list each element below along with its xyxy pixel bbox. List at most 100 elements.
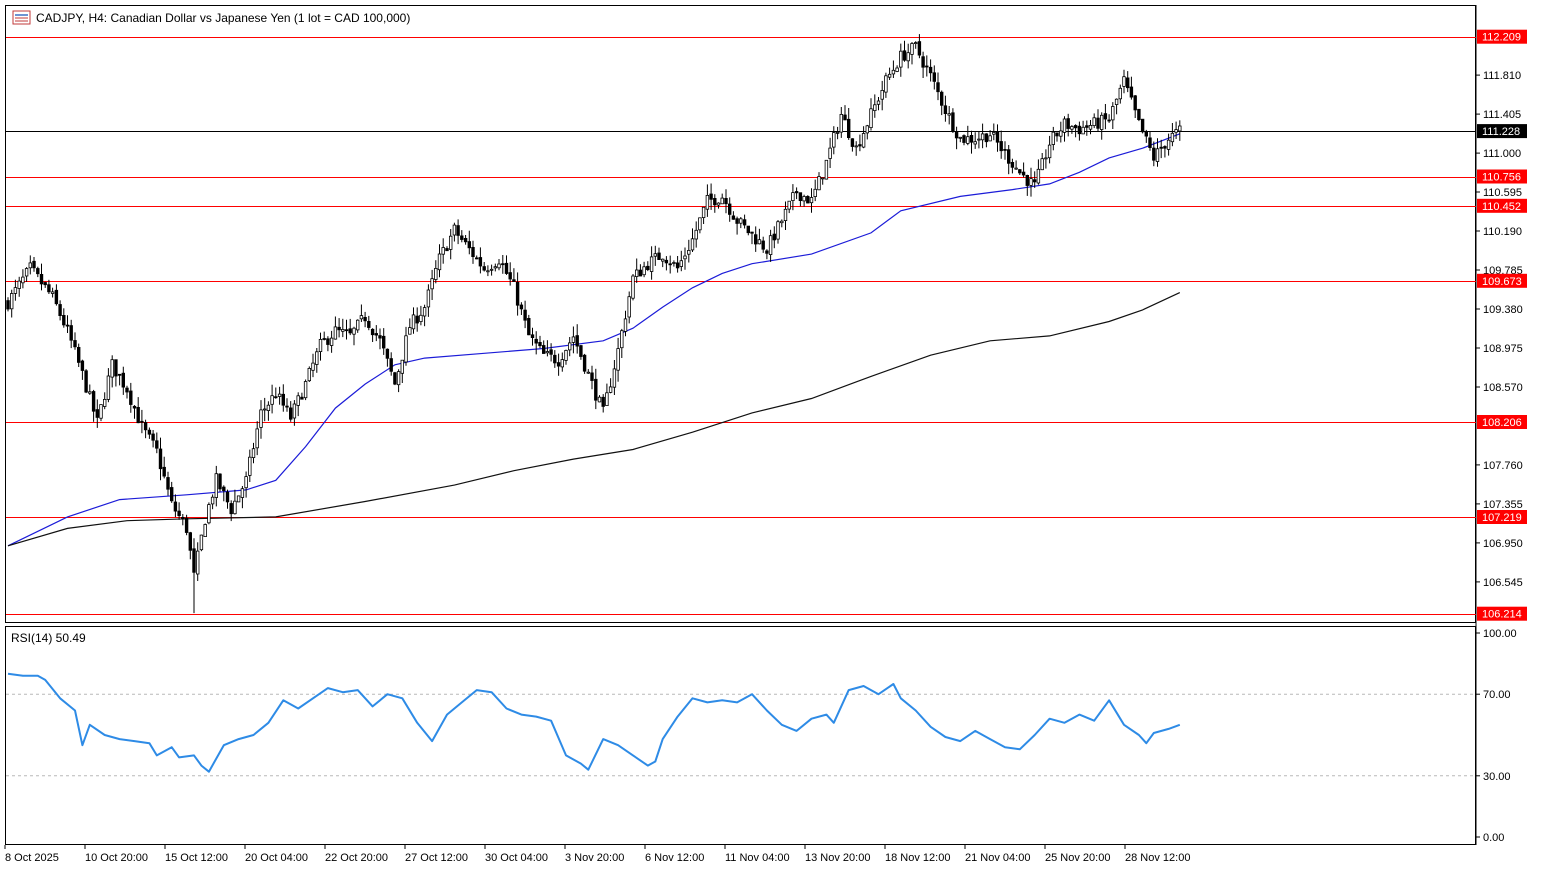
candle — [809, 188, 814, 213]
candle — [791, 184, 795, 211]
candle-body — [679, 260, 683, 267]
candle — [482, 262, 486, 272]
candle-body — [1018, 169, 1022, 174]
candle — [415, 307, 419, 332]
candle-body — [277, 393, 282, 397]
candle — [776, 220, 780, 244]
candle — [575, 324, 579, 354]
candle — [117, 373, 122, 386]
candle — [549, 343, 553, 362]
candle-body — [992, 131, 996, 135]
candle-body — [832, 132, 836, 148]
candle-body — [850, 138, 855, 147]
candle-body — [39, 273, 44, 285]
candle-body — [1014, 167, 1018, 170]
candle — [77, 343, 81, 367]
candle — [248, 449, 252, 482]
candle-body — [95, 409, 99, 418]
candle — [887, 67, 892, 80]
candle-body — [344, 329, 349, 332]
candle-body — [824, 159, 829, 180]
candle-body — [1040, 158, 1044, 171]
candle-body — [341, 328, 345, 332]
candle — [1140, 118, 1145, 134]
rsi-tick-label: 70.00 — [1483, 689, 1511, 701]
candle-body — [1133, 95, 1137, 111]
candle-body — [571, 336, 576, 343]
candle — [1129, 76, 1134, 100]
candle-body — [1029, 178, 1033, 186]
candle — [408, 318, 412, 335]
candle — [445, 246, 449, 252]
moving-average-slow — [7, 292, 1181, 547]
candle — [222, 485, 226, 502]
candle — [1114, 98, 1119, 115]
candle-body — [348, 328, 352, 334]
candle — [207, 502, 211, 525]
candle — [538, 335, 542, 349]
candle-body — [873, 104, 877, 112]
candle-body — [452, 224, 457, 236]
candle — [1081, 120, 1085, 135]
candle-body — [117, 373, 122, 376]
candle-body — [1092, 117, 1096, 127]
candle-body — [404, 335, 408, 363]
candle-body — [698, 217, 702, 231]
candle — [471, 240, 475, 264]
candle-body — [582, 354, 587, 372]
candle-body — [716, 202, 721, 206]
candle-body — [36, 268, 40, 275]
candle — [240, 486, 245, 509]
time-tick-label: 22 Oct 20:00 — [325, 852, 388, 864]
candle-body — [370, 328, 375, 336]
candle — [1077, 121, 1082, 141]
candle — [233, 489, 237, 515]
candle-body — [1051, 131, 1055, 145]
candles — [6, 34, 1182, 614]
candle — [456, 219, 460, 245]
candle — [806, 195, 810, 204]
candle — [817, 172, 821, 191]
candle — [564, 349, 568, 365]
candle — [13, 279, 18, 301]
candle-body — [1126, 77, 1130, 89]
candle — [236, 495, 241, 503]
candle — [977, 131, 981, 149]
candle-body — [422, 307, 427, 317]
candle-body — [661, 258, 665, 262]
price-tick-label: 107.760 — [1483, 460, 1523, 472]
candle-body — [869, 108, 873, 129]
candle — [132, 405, 137, 419]
level-badge-bg — [1477, 510, 1527, 524]
candle-body — [1047, 144, 1052, 159]
time-tick-label: 15 Oct 12:00 — [165, 852, 228, 864]
candle — [954, 126, 959, 150]
candle-body — [1021, 171, 1026, 176]
candle-body — [980, 133, 985, 141]
candle — [1021, 162, 1026, 178]
candle — [709, 183, 713, 210]
candle-body — [486, 270, 490, 273]
candle-body — [6, 300, 10, 310]
candle — [1170, 123, 1175, 147]
candle-body — [501, 263, 505, 266]
candle-body — [1148, 137, 1152, 148]
candle — [932, 65, 936, 90]
candle-body — [835, 131, 840, 134]
candle-body — [326, 338, 330, 345]
candle-body — [590, 372, 594, 381]
candle — [50, 287, 55, 298]
candle-body — [731, 215, 736, 220]
candle-body — [195, 550, 200, 575]
candle — [608, 378, 613, 394]
candle-body — [1055, 132, 1059, 137]
candle — [631, 274, 635, 301]
candle — [612, 360, 617, 395]
candle — [437, 244, 442, 278]
candle-body — [17, 280, 21, 289]
candle — [1044, 149, 1048, 169]
candle-body — [709, 193, 713, 200]
candle-body — [865, 125, 869, 134]
candle — [798, 192, 803, 207]
